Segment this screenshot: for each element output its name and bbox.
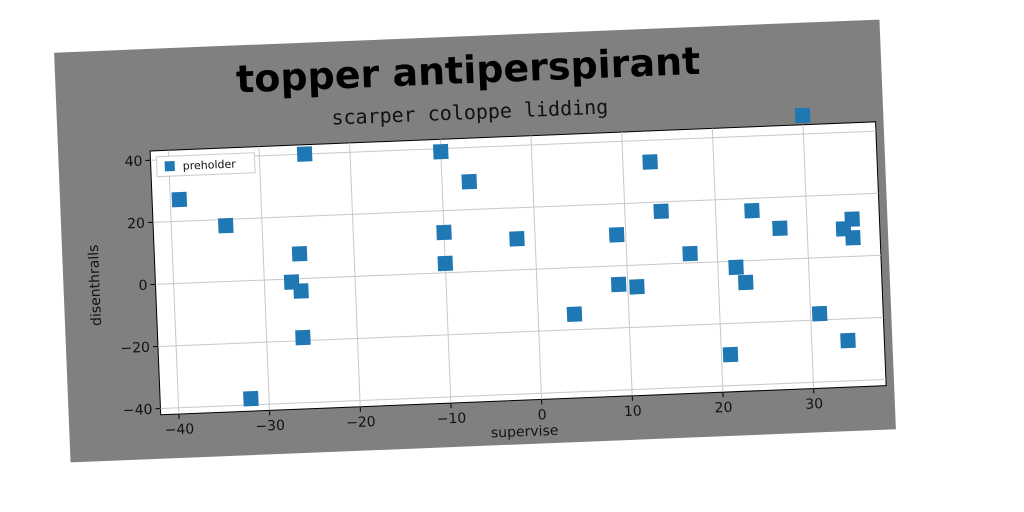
x-tick-label: −30 <box>255 418 285 435</box>
x-tick-label: 20 <box>714 400 732 417</box>
x-grid-line <box>530 135 543 400</box>
scatter-point <box>811 305 828 322</box>
x-grid-line <box>621 132 633 396</box>
scatter-point <box>566 306 583 323</box>
scatter-point <box>844 211 860 227</box>
y-grid-line <box>160 378 886 410</box>
scatter-point <box>722 346 739 363</box>
y-tick-label: 0 <box>138 278 148 294</box>
legend-box <box>155 152 256 178</box>
scatter-point <box>509 231 525 247</box>
scatter-point <box>295 329 311 346</box>
scatter-point <box>772 220 788 237</box>
scatter-point <box>217 217 234 234</box>
scatter-point <box>845 229 861 246</box>
y-tick-label: 20 <box>127 216 145 233</box>
scatter-point <box>291 245 308 262</box>
legend-marker <box>164 160 175 172</box>
y-grid-line <box>155 254 881 285</box>
scatter-point <box>840 332 856 349</box>
y-grid-line <box>152 192 879 223</box>
x-axis-label: supervise <box>491 423 559 442</box>
scatter-point <box>642 154 658 170</box>
scatter-point <box>794 107 811 124</box>
scatter-point <box>432 143 449 160</box>
scatter-point <box>293 283 309 299</box>
scatter-chart: −40 −30 −20 −10 0 10 20 30 −40 −20 0 20 40 supervise… <box>86 107 887 442</box>
plot-area <box>149 121 887 416</box>
scatter-point <box>296 146 313 162</box>
scatter-point <box>437 255 454 272</box>
y-tick-label: −40 <box>123 402 153 419</box>
y-tick-label: −20 <box>120 340 150 357</box>
data-points <box>171 107 861 407</box>
x-tick-label: 0 <box>537 407 547 423</box>
y-grid-line <box>157 316 884 347</box>
y-tick-label: 40 <box>124 154 142 171</box>
scatter-point <box>744 202 760 219</box>
x-grid-line <box>167 150 180 415</box>
scatter-point <box>728 259 744 276</box>
scatter-point <box>737 274 754 291</box>
scatter-point <box>171 191 188 208</box>
x-tick-label: −40 <box>164 421 194 438</box>
legend: preholder <box>155 152 256 178</box>
x-tick-label: 30 <box>805 396 823 413</box>
x-grid-line <box>258 146 271 411</box>
scatter-point <box>682 245 698 262</box>
x-tick-label: −20 <box>346 414 376 431</box>
scatter-point <box>610 276 627 293</box>
scatter-point <box>436 224 452 241</box>
scatter-point <box>653 203 669 220</box>
grid-lines <box>150 124 886 415</box>
scatter-point <box>629 279 645 295</box>
x-grid-line <box>802 124 815 389</box>
figure-panel: topper antiperspirant scarper coloppe li… <box>54 19 896 463</box>
y-grid-line <box>150 130 876 161</box>
x-grid-line <box>711 128 724 393</box>
x-tick-label: −10 <box>436 410 466 427</box>
x-grid-line <box>349 142 361 407</box>
x-tick-label: 10 <box>624 403 642 420</box>
scatter-point <box>608 227 625 243</box>
x-grid-line <box>439 139 452 404</box>
scatter-point <box>243 390 259 407</box>
axis-ticks: −40 −30 −20 −10 0 10 20 30 −40 −20 0 20 40 <box>120 154 823 439</box>
scatter-point <box>461 173 478 190</box>
y-axis-label: disenthralls <box>86 244 105 326</box>
legend-label: preholder <box>183 158 237 173</box>
